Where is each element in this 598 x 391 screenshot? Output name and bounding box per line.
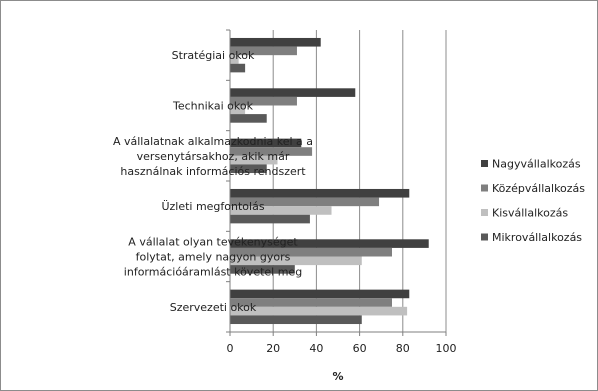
bar (230, 46, 297, 56)
bar (230, 247, 392, 257)
legend-label: Mikrovállalkozás (492, 231, 582, 244)
bar (230, 88, 356, 97)
bar (230, 37, 321, 47)
bar (230, 138, 302, 148)
bar (230, 197, 380, 207)
x-tick-label: 100 (436, 342, 457, 355)
bar (230, 105, 246, 115)
bar (230, 256, 362, 266)
legend-swatch (481, 209, 488, 216)
bar (230, 155, 278, 165)
bar (230, 214, 310, 224)
bar (230, 306, 408, 316)
bar (230, 96, 297, 106)
bar (230, 265, 295, 274)
bar (230, 206, 332, 215)
x-tick-label: 0 (227, 342, 234, 355)
category-label: A vállalat olyan tevékenységet folytat, a… (124, 236, 302, 279)
x-tick-label: 60 (353, 342, 367, 355)
bar (230, 164, 267, 174)
bar (230, 188, 410, 198)
x-tick-label: 80 (396, 342, 410, 355)
bar (230, 289, 410, 299)
bar (230, 114, 267, 123)
bar (230, 55, 239, 64)
category-label: Szervezeti okok (170, 301, 257, 314)
bar (230, 239, 429, 248)
legend-label: Nagyvállalkozás (492, 158, 581, 171)
legend-swatch (481, 233, 488, 241)
legend: Nagyvállalkozás Középvállalkozás Kisvállal… (481, 158, 585, 244)
legend-swatch (481, 184, 488, 192)
x-tick-labels: 0 20 40 60 80 100 (227, 342, 457, 355)
x-axis-title: % (332, 370, 343, 383)
legend-swatch (481, 160, 488, 167)
x-tick-label: 20 (266, 342, 280, 355)
bar (230, 315, 362, 325)
x-tick-label: 40 (309, 342, 323, 355)
category-label: A vállalatnak alkalmazkodnia kel a a vers… (113, 135, 313, 178)
category-label: Technikai okok (172, 100, 254, 113)
legend-label: Kisvállalkozás (492, 207, 568, 220)
legend-label: Középvállalkozás (492, 182, 585, 195)
category-label: Üzleti megfontolás (161, 200, 264, 213)
gridlines (272, 30, 447, 332)
bar (230, 147, 313, 156)
bar (230, 298, 392, 307)
bars (230, 37, 429, 325)
category-label: Stratégiai okok (172, 49, 255, 62)
bar (230, 63, 246, 73)
axes (226, 29, 447, 336)
category-labels: Stratégiai okok Technikai okok A vállalatn… (113, 49, 313, 314)
